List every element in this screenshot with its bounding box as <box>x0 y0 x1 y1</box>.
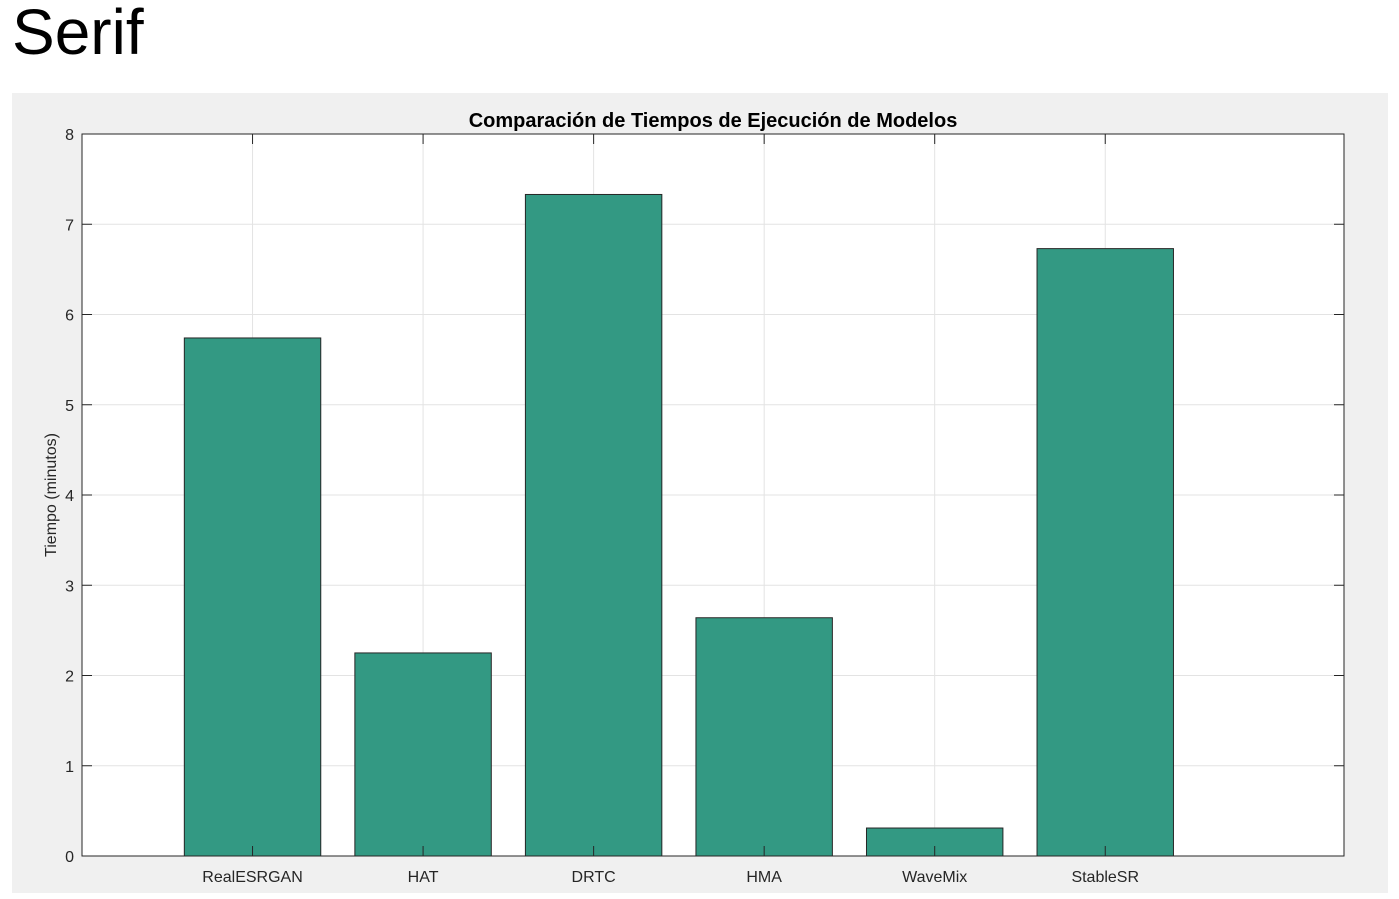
bar-drtc <box>524 193 663 857</box>
y-tick-label: 4 <box>65 488 74 505</box>
y-tick-label: 0 <box>65 849 74 866</box>
x-tick-label: RealESRGAN <box>202 869 302 886</box>
x-tick-label: WaveMix <box>902 869 967 886</box>
chart-title: Comparación de Tiempos de Ejecución de M… <box>469 110 958 132</box>
y-tick-label: 8 <box>65 127 74 144</box>
page-heading: Serif <box>12 0 144 68</box>
y-axis-label: Tiempo (minutos) <box>43 433 60 557</box>
bar-hma <box>695 617 833 857</box>
bar-realesrgan <box>183 337 322 857</box>
ticks <box>82 133 1344 857</box>
x-tick-label: HAT <box>408 869 439 886</box>
bars <box>183 193 1174 857</box>
y-tick-label: 7 <box>65 217 74 234</box>
y-tick-label: 2 <box>65 669 74 686</box>
y-tick-labels: 0 1 2 3 4 5 6 7 8 <box>65 127 74 866</box>
y-tick-label: 5 <box>65 398 74 415</box>
x-tick-label: StableSR <box>1071 869 1139 886</box>
y-tick-label: 3 <box>65 578 74 595</box>
x-tick-labels: RealESRGAN HAT DRTC HMA WaveMix StableSR <box>202 869 1139 886</box>
x-tick-label: DRTC <box>572 869 616 886</box>
y-tick-label: 1 <box>65 759 74 776</box>
bar-hat <box>354 652 492 857</box>
y-tick-label: 6 <box>65 308 74 325</box>
x-tick-label: HMA <box>746 869 782 886</box>
bar-stablesr <box>1036 248 1174 857</box>
